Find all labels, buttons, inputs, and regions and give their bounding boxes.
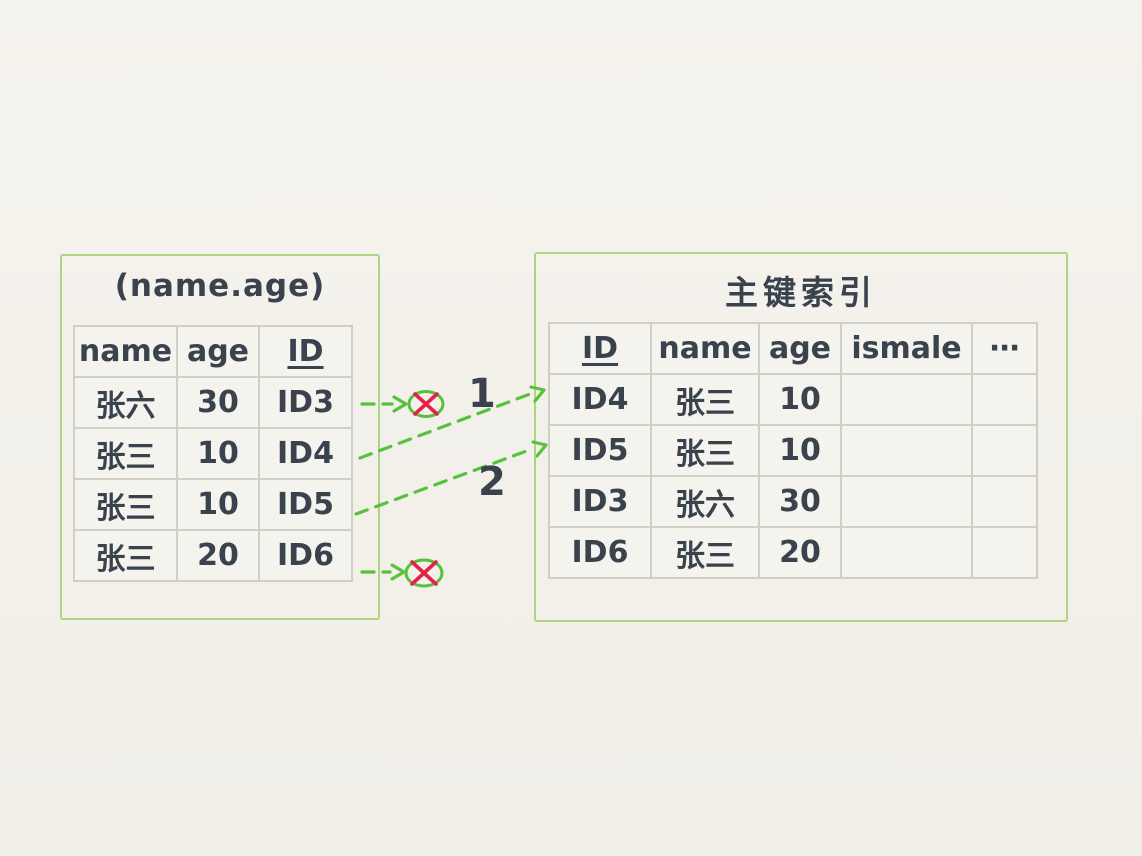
table-row: ID3 张六 30	[548, 475, 1038, 528]
step-2-label: 2	[478, 459, 506, 505]
table-cell	[840, 424, 973, 477]
table-cell: 30	[176, 376, 260, 429]
table-cell: 30	[758, 475, 842, 528]
table-cell	[840, 475, 973, 528]
table-cell: 张三	[650, 526, 760, 579]
table-cell: 10	[176, 427, 260, 480]
right-table-title: 主键索引	[725, 273, 877, 312]
table-cell: 张三	[73, 427, 178, 480]
table-row: ID5 张三 10	[548, 424, 1038, 477]
table-row: ID4 张三 10	[548, 373, 1038, 426]
arrowhead-icon	[392, 395, 408, 413]
table-cell: ID6	[258, 529, 353, 582]
table-row: 张三 10 ID5	[73, 478, 353, 531]
table-cell: ID6	[548, 526, 652, 579]
table-cell: 10	[758, 424, 842, 477]
table-cell: ID5	[548, 424, 652, 477]
table-cell: ID3	[258, 376, 353, 429]
table-cell: 20	[758, 526, 842, 579]
left-table-title: (name.age)	[114, 268, 326, 304]
table-cell: 张三	[73, 529, 178, 582]
table-cell: 10	[758, 373, 842, 426]
blocked-x-icon	[404, 558, 444, 588]
header-row: ID name age ismale ⋯	[548, 322, 1038, 375]
arrowhead-icon	[390, 563, 406, 581]
column-header: ⋯	[971, 322, 1038, 375]
table-cell: 张三	[650, 424, 760, 477]
column-header: name	[650, 322, 760, 375]
secondary-index-panel: (name.age) name age ID 张六 30 ID3 张三 10 ID4 张三 10 ID…	[60, 254, 380, 620]
table-cell: 张三	[650, 373, 760, 426]
table-cell	[971, 424, 1038, 477]
table-cell: ID4	[548, 373, 652, 426]
column-header: age	[176, 325, 260, 378]
table-cell	[840, 526, 973, 579]
table-cell	[971, 475, 1038, 528]
column-header: age	[758, 322, 842, 375]
table-cell: 10	[176, 478, 260, 531]
arrow-id4-to-primary	[358, 392, 532, 460]
table-row: ID6 张三 20	[548, 526, 1038, 579]
table-cell: 张三	[73, 478, 178, 531]
table-row: 张六 30 ID3	[73, 376, 353, 429]
table-cell	[840, 373, 973, 426]
secondary-index-table: name age ID 张六 30 ID3 张三 10 ID4 张三 10 ID5 张三 20 ID6	[73, 325, 353, 582]
blocked-x-icon	[407, 390, 445, 418]
primary-index-panel: 主键索引 ID name age ismale ⋯ ID4 张三 10 ID5 张三 10 ID3 张六…	[534, 252, 1068, 622]
table-cell: 20	[176, 529, 260, 582]
table-cell	[971, 373, 1038, 426]
table-row: 张三 20 ID6	[73, 529, 353, 582]
table-cell	[971, 526, 1038, 579]
column-header: ismale	[840, 322, 973, 375]
table-cell: ID4	[258, 427, 353, 480]
column-header: name	[73, 325, 178, 378]
column-header: ID	[548, 322, 652, 375]
step-1-label: 1	[468, 371, 496, 417]
table-cell: ID3	[548, 475, 652, 528]
table-cell: ID5	[258, 478, 353, 531]
table-row: 张三 10 ID4	[73, 427, 353, 480]
column-header: ID	[258, 325, 353, 378]
primary-key-index-table: ID name age ismale ⋯ ID4 张三 10 ID5 张三 10 ID3 张六 30 ID6…	[548, 322, 1038, 579]
table-cell: 张六	[73, 376, 178, 429]
table-cell: 张六	[650, 475, 760, 528]
header-row: name age ID	[73, 325, 353, 378]
